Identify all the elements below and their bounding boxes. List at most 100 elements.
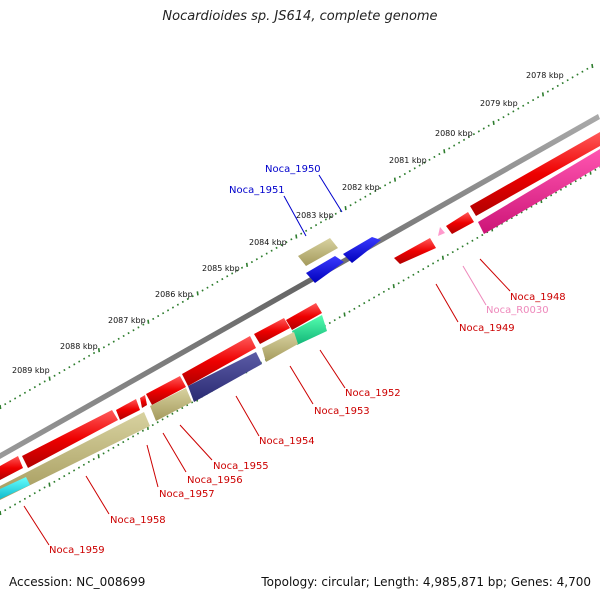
minor-tick [142, 323, 145, 326]
kbp-label: 2083 kbp [296, 211, 334, 220]
gene-label[interactable]: Noca_1957 [159, 489, 215, 500]
minor-tick [38, 383, 41, 386]
outer-tick-ring [0, 63, 594, 410]
minor-tick [388, 181, 392, 184]
minor-tick [427, 265, 430, 268]
gene-label[interactable]: Noca_1949 [459, 323, 515, 334]
minor-tick [398, 175, 401, 178]
minor-tick [412, 273, 415, 276]
map-title: Nocardioides sp. JS614, complete genome [162, 9, 438, 24]
minor-tick [413, 167, 416, 170]
feature-arrow [0, 412, 150, 500]
major-tick [492, 120, 495, 125]
gene-label[interactable]: Noca_1950 [265, 164, 321, 175]
reverse-strand-features [0, 132, 600, 480]
major-tick [147, 319, 150, 324]
minor-tick [348, 310, 351, 313]
minor-tick [566, 79, 569, 82]
gene-label[interactable]: Noca_1955 [213, 461, 269, 472]
kbp-label: 2081 kbp [389, 156, 427, 165]
minor-tick [102, 452, 105, 455]
minor-tick [9, 400, 12, 403]
minor-tick [38, 489, 41, 492]
minor-tick [418, 164, 421, 167]
minor-tick [152, 317, 155, 320]
minor-tick [181, 300, 184, 303]
minor-tick [512, 110, 515, 113]
minor-tick [458, 141, 461, 144]
minor-tick [206, 286, 209, 289]
minor-tick [466, 242, 469, 245]
feature-arrow [150, 388, 192, 421]
minor-tick [132, 435, 135, 438]
gene-label[interactable]: Noca_1952 [345, 388, 401, 399]
minor-tick [377, 293, 381, 296]
minor-tick [43, 486, 46, 489]
gene-label[interactable]: Noca_1958 [110, 515, 166, 526]
minor-tick [554, 191, 558, 194]
minor-tick [369, 192, 372, 195]
minor-tick [92, 351, 96, 355]
gene-label[interactable]: Noca_1951 [229, 185, 285, 196]
minor-tick [382, 290, 385, 293]
major-tick [295, 234, 298, 239]
minor-tick [402, 279, 405, 282]
minor-tick [481, 233, 484, 237]
minor-tick [231, 272, 234, 275]
kbp-label: 2087 kbp [108, 316, 146, 325]
minor-tick [275, 246, 278, 249]
minor-tick [171, 412, 174, 415]
feature-arrow [262, 332, 298, 362]
major-tick [97, 454, 100, 459]
kbp-label: 2080 kbp [435, 129, 473, 138]
minor-tick [456, 248, 459, 251]
minor-tick [546, 90, 549, 93]
topology-text: Topology: circular; Length: 4,985,871 bp… [261, 575, 591, 589]
major-tick [393, 177, 397, 182]
minor-tick [334, 212, 337, 215]
major-tick [48, 376, 51, 381]
major-tick [0, 510, 2, 516]
feature-arrow [22, 410, 118, 468]
minor-tick [226, 275, 229, 278]
minor-tick [387, 287, 390, 291]
minor-tick [579, 177, 582, 180]
minor-tick [446, 253, 449, 256]
minor-tick [117, 443, 120, 447]
gene-label[interactable]: Noca_1956 [187, 475, 243, 486]
minor-tick [176, 409, 179, 412]
minor-tick [364, 195, 367, 198]
minor-tick [353, 307, 356, 310]
gene-label[interactable]: Noca_R0030 [486, 305, 549, 316]
minor-tick [157, 314, 160, 318]
major-tick [245, 262, 249, 268]
minor-tick [586, 67, 589, 70]
minor-tick [314, 224, 318, 227]
minor-tick [487, 124, 490, 127]
minor-tick [260, 255, 263, 258]
minor-tick [73, 469, 76, 472]
minor-tick [117, 337, 120, 340]
minor-tick [53, 374, 56, 377]
minor-tick [374, 189, 377, 193]
feature-arrow [140, 395, 147, 408]
gene-label[interactable]: Noca_1948 [510, 292, 566, 303]
reverse-strand-lane-2 [0, 315, 327, 500]
feature-arrow [394, 238, 436, 264]
gene-label[interactable]: Noca_1959 [49, 545, 105, 556]
minor-tick [211, 283, 214, 286]
gene-label[interactable]: Noca_1953 [314, 406, 370, 417]
kbp-label: 2078 kbp [526, 71, 564, 80]
gene-label[interactable]: Noca_1954 [259, 436, 315, 447]
minor-tick [221, 278, 224, 281]
minor-tick [201, 289, 204, 292]
minor-tick [14, 397, 17, 400]
minor-tick [328, 321, 331, 325]
minor-tick [18, 394, 22, 397]
minor-tick [285, 241, 288, 244]
major-tick [0, 404, 2, 410]
minor-tick [270, 249, 273, 252]
minor-tick [403, 172, 406, 176]
minor-tick [507, 113, 510, 116]
minor-tick [349, 204, 352, 207]
